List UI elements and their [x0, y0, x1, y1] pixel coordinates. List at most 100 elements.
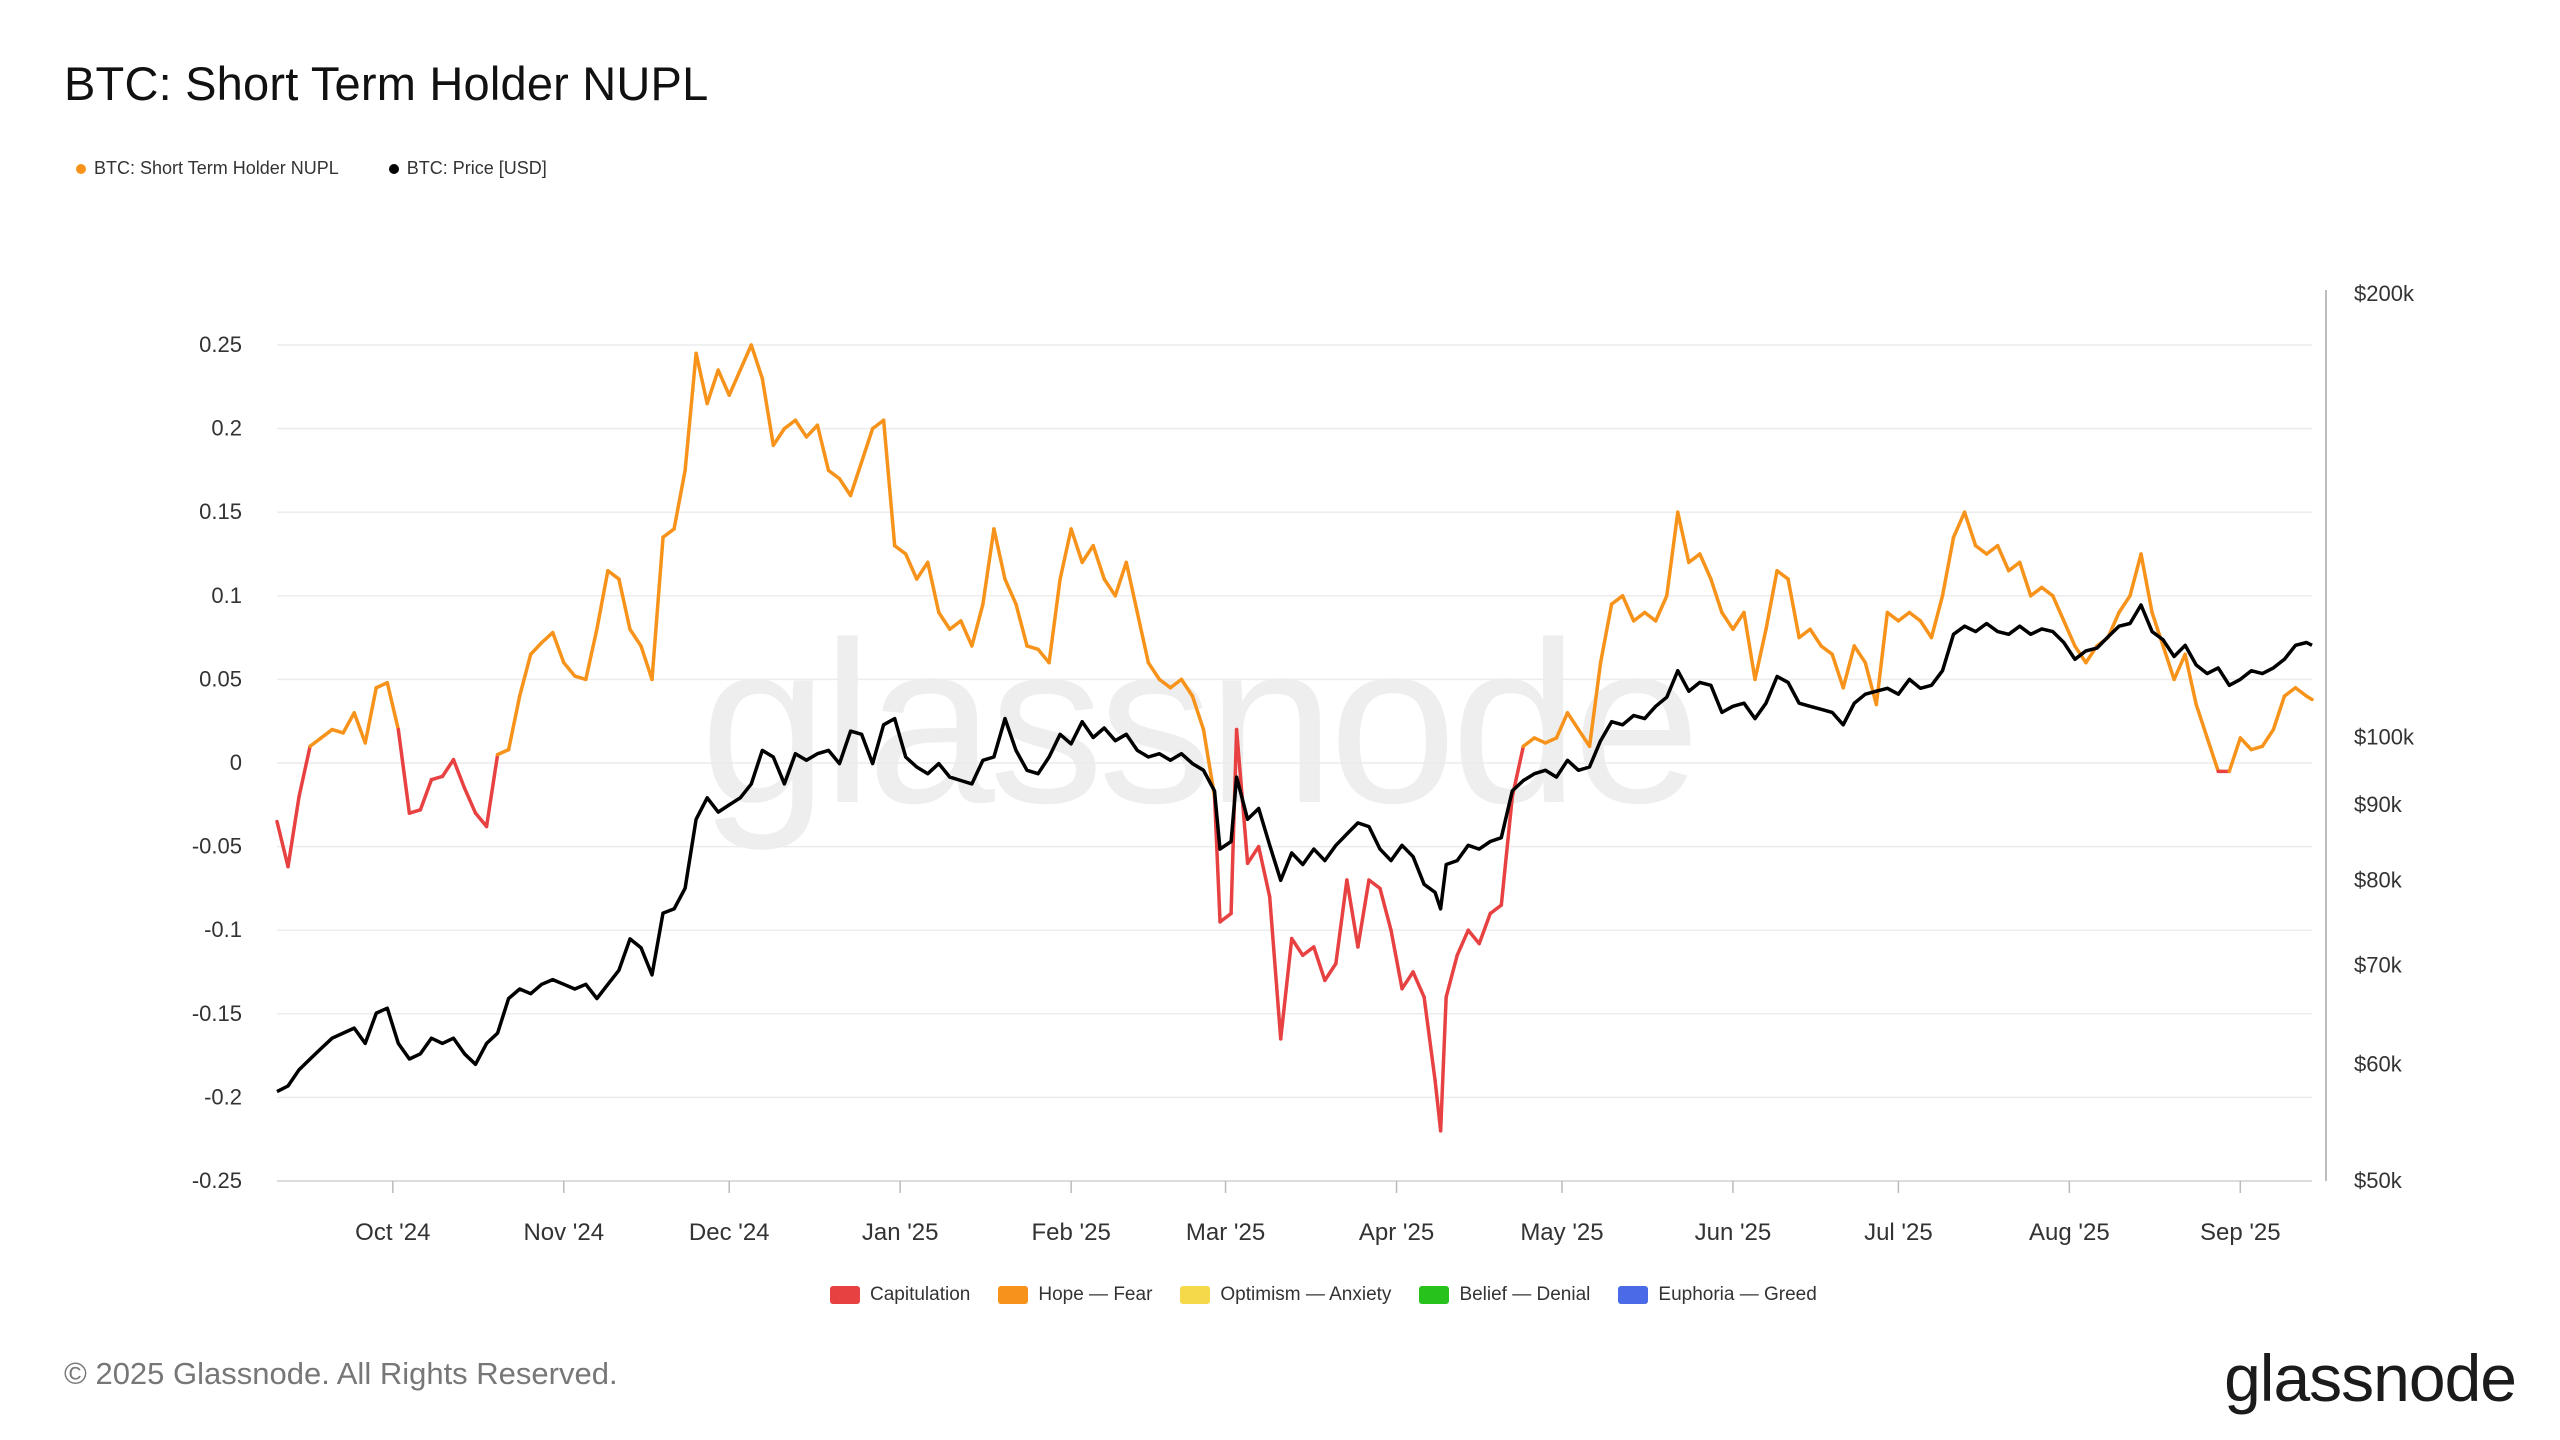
legend-item-nupl[interactable]: BTC: Short Term Holder NUPL — [76, 158, 339, 179]
zone-optimism-anxiety[interactable]: Optimism — Anxiety — [1180, 1284, 1391, 1306]
nupl-segment — [738, 343, 754, 372]
nupl-segment — [2040, 585, 2055, 598]
legend-label-price: BTC: Price [USD] — [406, 158, 547, 178]
zone-capitulation[interactable]: Capitulation — [830, 1284, 970, 1306]
nupl-segment — [1962, 510, 1978, 548]
nupl-segment — [2128, 552, 2143, 598]
y-left-tick-label: -0.1 — [204, 917, 242, 942]
nupl-segment — [2117, 594, 2132, 615]
nupl-segment — [1113, 560, 1129, 598]
nupl-segment — [2304, 694, 2314, 702]
chart-title: BTC: Short Term Holder NUPL — [64, 57, 709, 110]
zone-swatch-euphoria-greed — [1618, 1286, 1649, 1304]
nupl-segment — [639, 644, 654, 682]
nupl-segment — [2028, 585, 2044, 598]
nupl-segment — [1168, 677, 1184, 690]
nupl-segment — [1951, 510, 1967, 540]
nupl-segment — [1852, 644, 1868, 665]
zone-belief-denial[interactable]: Belief — Denial — [1419, 1284, 1590, 1306]
nupl-segment — [1687, 552, 1702, 565]
nupl-segment — [418, 777, 434, 812]
nupl-segment — [517, 652, 533, 698]
x-tick-label: Apr '25 — [1359, 1219, 1434, 1246]
zone-label-belief-denial: Belief — Denial — [1459, 1284, 1591, 1305]
nupl-segment — [1532, 736, 1548, 745]
nupl-segment — [1984, 543, 2000, 556]
nupl-segment — [1124, 560, 1140, 615]
nupl-segment — [705, 368, 720, 406]
nupl-segment — [903, 552, 919, 581]
zone-euphoria-greed[interactable]: Euphoria — Greed — [1618, 1284, 1817, 1306]
legend-item-price[interactable]: BTC: Price [USD] — [388, 158, 547, 179]
nupl-segment — [760, 376, 776, 448]
nupl-segment — [1830, 652, 1845, 690]
nupl-segment — [2194, 702, 2209, 740]
nupl-segment — [2161, 644, 2176, 682]
nupl-segment — [1058, 527, 1073, 581]
series-price-line — [276, 603, 2313, 1094]
nupl-segment — [1367, 878, 1382, 891]
zone-hope-fear[interactable]: Hope — Fear — [998, 1284, 1152, 1306]
nupl-segment — [1764, 568, 1779, 631]
y-right-ticks: $200k $100k $90k $80k $70k $60k $50k — [2325, 281, 2415, 1193]
nupl-segment — [804, 423, 820, 439]
nupl-segment — [595, 568, 610, 631]
nupl-segment — [1069, 527, 1084, 565]
nupl-segment — [1356, 878, 1371, 949]
zone-label-hope-fear: Hope — Fear — [1038, 1284, 1153, 1305]
nupl-segment — [749, 343, 765, 381]
nupl-segment — [1014, 602, 1029, 648]
nupl-segment — [1102, 577, 1118, 598]
nupl-segment — [672, 468, 687, 531]
nupl-segment — [562, 660, 577, 678]
nupl-segment — [1488, 903, 1504, 916]
nupl-segment — [1334, 878, 1349, 966]
nupl-segment — [385, 680, 401, 732]
y-left-tick-label: 0.25 — [199, 332, 242, 357]
nupl-segment — [981, 527, 996, 606]
grid-lines — [277, 344, 2312, 1182]
nupl-segment — [1047, 577, 1062, 665]
zone-swatch-belief-denial — [1419, 1286, 1450, 1304]
nupl-segment — [1190, 694, 1206, 732]
y-left-tick-label: -0.25 — [192, 1168, 242, 1193]
nupl-segment — [1753, 627, 1768, 682]
nupl-segment — [2172, 652, 2187, 682]
nupl-segment — [319, 727, 334, 740]
nupl-segment — [297, 744, 312, 799]
footer-logo[interactable]: glassnode — [2224, 1341, 2517, 1415]
y-left-tick-label: 0 — [230, 750, 242, 775]
nupl-segment — [1289, 936, 1305, 958]
nupl-segment — [2227, 736, 2243, 774]
nupl-segment — [2271, 694, 2287, 732]
nupl-segment — [2139, 552, 2154, 615]
nupl-segment — [2260, 727, 2276, 749]
x-tick-label: Aug '25 — [2029, 1219, 2110, 1246]
nupl-segment — [1477, 911, 1493, 946]
nupl-segment — [782, 418, 798, 431]
nupl-segment — [1301, 945, 1316, 958]
y-right-tick-label: $90k — [2354, 792, 2403, 817]
y-right-tick-label: $60k — [2354, 1051, 2403, 1076]
nupl-segment — [1587, 660, 1603, 749]
y-right-tick-label: $70k — [2354, 953, 2403, 978]
x-tick-label: Jun '25 — [1695, 1219, 1772, 1246]
nupl-segment — [1896, 610, 1912, 623]
legend-label-nupl: BTC: Short Term Holder NUPL — [94, 158, 339, 178]
legend-dot-nupl — [76, 163, 86, 174]
nupl-segment — [584, 627, 599, 682]
zone-swatch-optimism-anxiety — [1180, 1286, 1211, 1304]
nupl-segment — [1146, 660, 1162, 682]
nupl-segment — [959, 619, 974, 648]
nupl-segment — [1400, 970, 1415, 991]
x-ticks: Oct '24 Nov '24 Dec '24 Jan '25 Feb '25 Mar '… — [277, 1180, 2312, 1246]
nupl-segment — [2205, 736, 2220, 774]
nupl-segment — [1620, 594, 1636, 623]
nupl-segment — [683, 351, 698, 473]
y-left-tick-label: 0.1 — [211, 583, 242, 608]
y-right-tick-label: $50k — [2354, 1168, 2403, 1193]
nupl-segment — [650, 535, 665, 682]
nupl-segment — [1135, 610, 1151, 665]
nupl-segment — [2249, 744, 2265, 752]
